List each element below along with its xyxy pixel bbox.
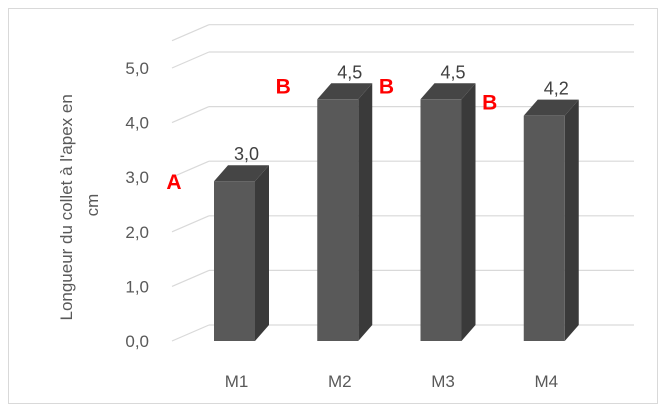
bar-side (461, 83, 476, 342)
gridline-side (171, 106, 210, 124)
data-label: 4,5 (337, 62, 362, 82)
y-tick-label: 3,0 (125, 168, 149, 187)
y-axis-label: Longueur du collet à l'apex en cm (57, 89, 102, 320)
bar (523, 99, 579, 342)
bar (214, 165, 269, 341)
bar-top (523, 99, 579, 116)
bar-top (420, 83, 476, 100)
gridline-side (171, 160, 210, 178)
bar-side (255, 165, 269, 341)
bar-front (214, 181, 255, 341)
y-tick-label: 5,0 (125, 59, 149, 78)
bar-top (214, 165, 269, 182)
bar-top (317, 83, 373, 100)
y-tick-label: 4,0 (125, 114, 149, 133)
bar (420, 83, 476, 342)
bar-side (358, 83, 373, 342)
bar-side (564, 99, 579, 342)
significance-letter: B (379, 75, 394, 98)
data-label: 4,5 (440, 62, 465, 82)
bar (317, 83, 373, 342)
x-tick-label: M2 (328, 372, 352, 391)
significance-letter: B (482, 92, 497, 115)
y-axis-label-line-1: Longueur du collet à l'apex en (57, 94, 76, 320)
gridline-side (171, 269, 210, 287)
gridline-side (171, 51, 210, 69)
x-tick-label: M1 (225, 372, 249, 391)
bar-front (420, 99, 462, 341)
y-axis-label-line-2: cm (83, 194, 102, 217)
bar-front (523, 115, 565, 342)
x-tick-label: M3 (431, 372, 455, 391)
bar-front (317, 99, 359, 341)
gridline-side (171, 324, 210, 342)
significance-letter: A (166, 171, 181, 194)
y-tick-label: 0,0 (125, 332, 149, 351)
y-tick-label: 1,0 (125, 277, 149, 296)
data-label: 3,0 (234, 144, 259, 164)
x-tick-label: M4 (534, 372, 558, 391)
gridline-side (171, 215, 210, 233)
gridline-side (171, 24, 210, 42)
data-label: 4,2 (544, 79, 569, 99)
y-tick-label: 2,0 (125, 223, 149, 242)
significance-letter: B (276, 75, 291, 98)
